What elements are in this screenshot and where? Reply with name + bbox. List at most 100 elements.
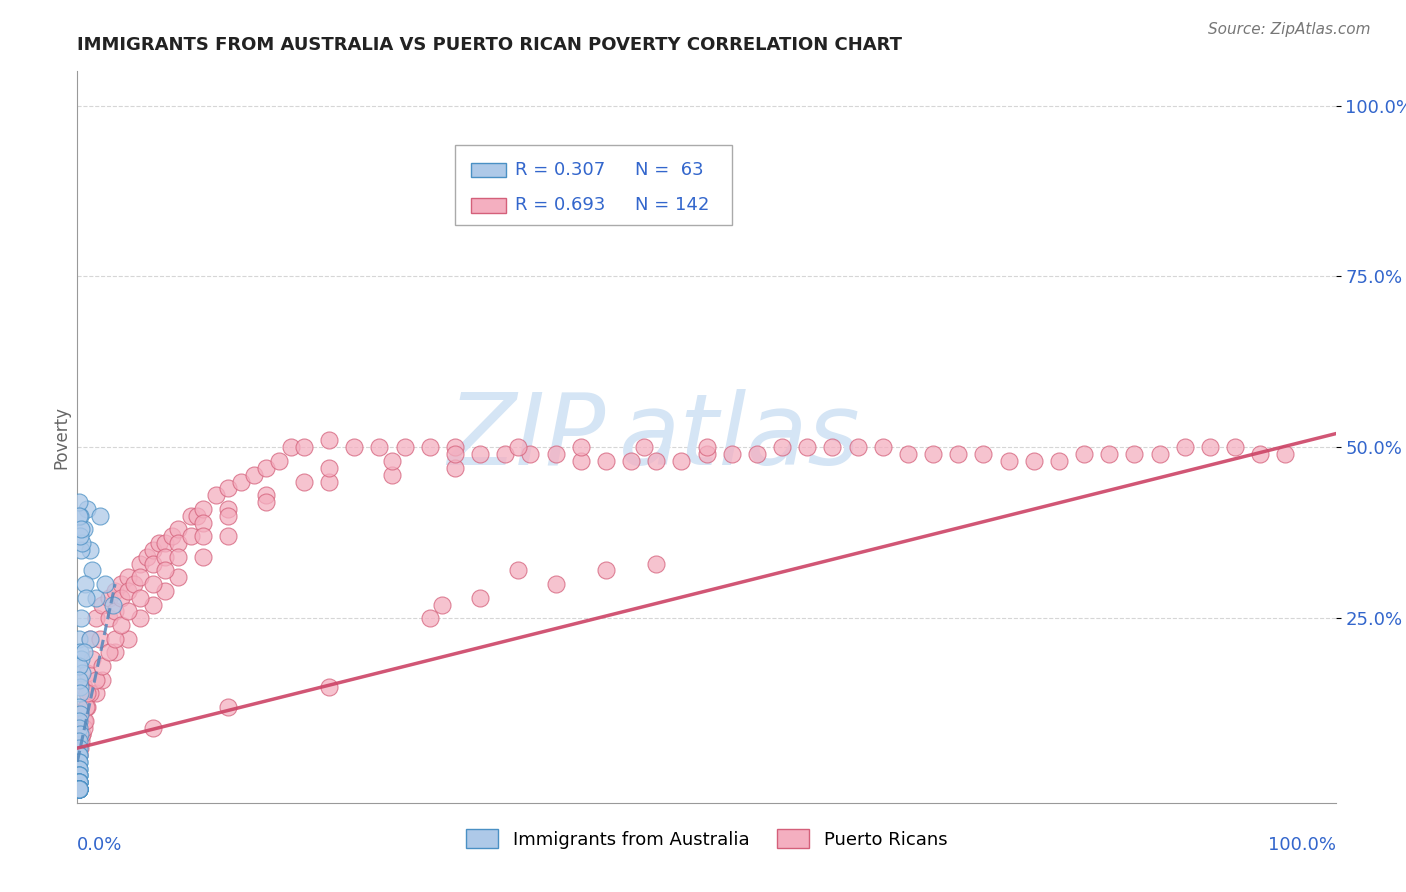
Point: [720, 447, 742, 461]
Point: [67, 508, 90, 523]
Point: [1223, 440, 1246, 454]
Point: [117, 570, 139, 584]
Point: [142, 577, 165, 591]
Point: [204, 488, 226, 502]
Point: [229, 475, 252, 489]
Point: [72, 536, 94, 550]
Point: [67, 762, 90, 776]
Point: [72, 522, 94, 536]
Point: [72, 714, 94, 728]
Point: [770, 440, 793, 454]
Point: [167, 570, 190, 584]
Point: [155, 549, 177, 564]
Point: [67, 768, 90, 782]
Point: [117, 632, 139, 646]
Point: [91, 659, 114, 673]
Point: [292, 475, 315, 489]
Point: [97, 611, 120, 625]
Point: [922, 447, 945, 461]
Point: [155, 583, 177, 598]
Point: [67, 782, 90, 797]
Point: [76, 686, 98, 700]
Point: [67, 782, 90, 797]
Point: [544, 447, 567, 461]
Point: [67, 734, 90, 748]
Point: [67, 741, 90, 756]
Point: [167, 522, 190, 536]
Point: [79, 542, 101, 557]
Point: [70, 652, 93, 666]
Point: [318, 475, 340, 489]
Point: [519, 447, 541, 461]
Point: [67, 659, 90, 673]
Point: [84, 591, 107, 605]
Point: [67, 747, 90, 762]
Point: [217, 481, 239, 495]
Point: [1047, 454, 1070, 468]
Point: [97, 645, 120, 659]
Point: [69, 645, 91, 659]
Point: [419, 440, 441, 454]
Point: [79, 632, 101, 646]
Point: [494, 447, 516, 461]
Point: [444, 460, 467, 475]
Point: [129, 591, 152, 605]
Point: [72, 727, 94, 741]
Point: [75, 700, 97, 714]
Point: [148, 536, 170, 550]
Text: 100.0%: 100.0%: [1268, 836, 1336, 854]
Point: [217, 700, 239, 714]
Text: Source: ZipAtlas.com: Source: ZipAtlas.com: [1208, 22, 1371, 37]
Point: [73, 577, 96, 591]
Point: [419, 611, 441, 625]
Point: [67, 775, 90, 789]
Point: [217, 501, 239, 516]
Point: [69, 680, 91, 694]
Point: [186, 508, 208, 523]
Point: [91, 598, 114, 612]
Point: [242, 467, 264, 482]
Point: [394, 440, 416, 454]
Point: [292, 440, 315, 454]
Point: [89, 508, 111, 523]
Point: [67, 747, 90, 762]
Point: [432, 598, 454, 612]
Point: [67, 775, 90, 789]
Text: 0.0%: 0.0%: [77, 836, 122, 854]
Point: [1022, 454, 1045, 468]
Point: [381, 467, 404, 482]
Point: [846, 440, 869, 454]
Point: [72, 645, 94, 659]
Text: atlas: atlas: [619, 389, 860, 485]
Point: [122, 577, 145, 591]
Point: [67, 673, 90, 687]
Point: [67, 755, 90, 769]
Point: [82, 652, 104, 666]
Point: [972, 447, 994, 461]
Point: [1123, 447, 1146, 461]
Point: [318, 680, 340, 694]
Point: [79, 632, 101, 646]
Point: [94, 577, 117, 591]
Point: [97, 591, 120, 605]
Point: [101, 598, 124, 612]
Point: [506, 440, 529, 454]
Point: [254, 488, 277, 502]
Point: [110, 591, 132, 605]
Point: [84, 686, 107, 700]
Point: [745, 447, 768, 461]
Point: [897, 447, 920, 461]
Point: [79, 686, 101, 700]
Point: [117, 583, 139, 598]
FancyBboxPatch shape: [471, 162, 506, 178]
Point: [67, 782, 90, 797]
Point: [796, 440, 818, 454]
Point: [67, 782, 90, 797]
Point: [595, 454, 617, 468]
Point: [69, 686, 91, 700]
Point: [191, 501, 215, 516]
Point: [569, 440, 592, 454]
Point: [67, 782, 90, 797]
Point: [1198, 440, 1220, 454]
Point: [180, 508, 202, 523]
